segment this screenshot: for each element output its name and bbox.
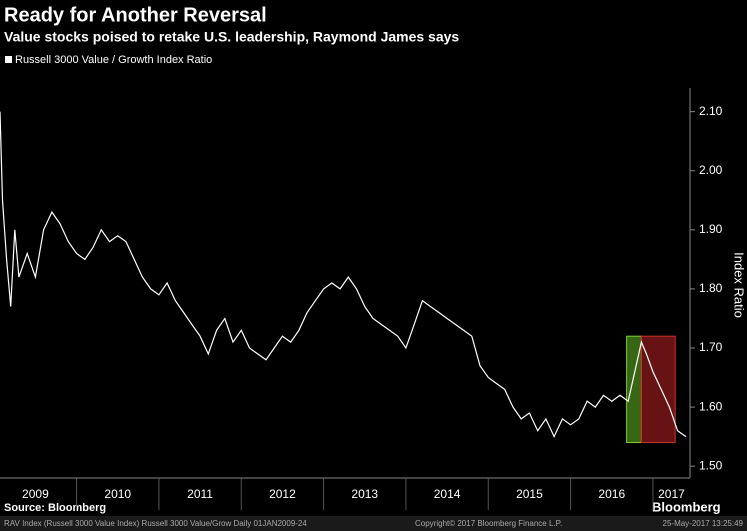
x-tick-label: 2016 [598, 487, 625, 501]
legend-label: Russell 3000 Value / Growth Index Ratio [15, 54, 212, 66]
x-tick-label: 2014 [434, 487, 461, 501]
y-tick-label: 1.80 [699, 281, 723, 295]
x-tick-label: 2010 [104, 487, 131, 501]
x-tick-label: 2009 [22, 487, 49, 501]
footer-left: RAV Index (Russell 3000 Value Index) Rus… [4, 519, 307, 528]
source: Source: Bloomberg [4, 502, 106, 514]
y-tick-label: 1.50 [699, 458, 723, 472]
x-tick-label: 2017 [658, 487, 685, 501]
brand: Bloomberg [652, 499, 721, 514]
series-line [0, 111, 687, 439]
highlight-box [640, 335, 676, 444]
y-tick-label: 2.10 [699, 104, 723, 118]
x-tick-label: 2011 [187, 487, 213, 501]
y-tick-label: 1.60 [699, 399, 723, 413]
footer-band [0, 516, 747, 531]
x-tick-label: 2012 [269, 487, 296, 501]
y-tick-label: 2.00 [699, 163, 723, 177]
x-tick-label: 2013 [351, 487, 378, 501]
legend-swatch [5, 56, 12, 63]
y-axis-label: Index Ratio [732, 252, 747, 318]
x-tick-label: 2015 [516, 487, 543, 501]
chart-title: Ready for Another Reversal [4, 4, 267, 26]
footer-right: 25-May-2017 13:25:49 [663, 519, 744, 528]
chart-subtitle: Value stocks poised to retake U.S. leade… [4, 29, 459, 45]
y-tick-label: 1.90 [699, 222, 723, 236]
footer-mid: Copyright© 2017 Bloomberg Finance L.P. [415, 519, 562, 528]
y-tick-label: 1.70 [699, 340, 723, 354]
